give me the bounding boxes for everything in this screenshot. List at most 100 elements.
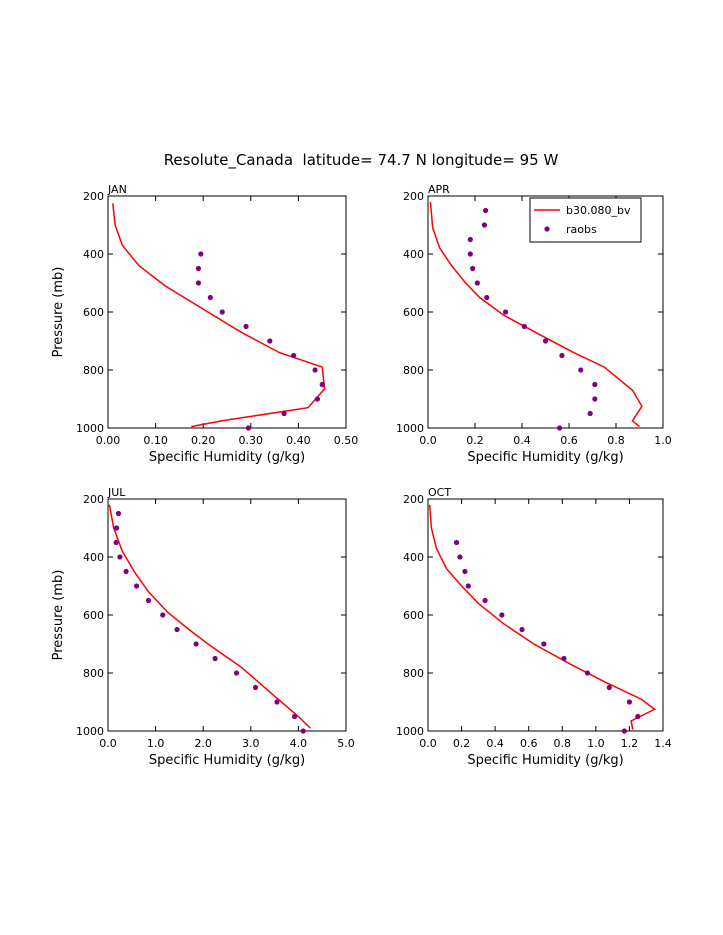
raob-point bbox=[207, 294, 213, 301]
y-tick-label: 600 bbox=[83, 306, 104, 319]
model-profile-line bbox=[112, 203, 326, 428]
raob-point bbox=[193, 641, 199, 647]
x-tick-label: 0.2 bbox=[453, 737, 471, 750]
raob-point bbox=[592, 381, 598, 388]
raob-point bbox=[160, 612, 166, 618]
raob-point bbox=[117, 554, 123, 560]
y-tick-label: 200 bbox=[83, 493, 104, 506]
raob-point bbox=[474, 280, 480, 286]
raob-point bbox=[252, 684, 259, 691]
raob-point bbox=[541, 641, 547, 647]
raob-point bbox=[557, 425, 563, 431]
raob-point bbox=[174, 626, 180, 633]
raob-point bbox=[626, 699, 633, 705]
figure-title: Resolute_Canada latitude= 74.7 N longitu… bbox=[164, 151, 559, 170]
raob-point bbox=[291, 352, 297, 359]
plot-frame bbox=[107, 498, 347, 732]
y-axis-title: Pressure (mb) bbox=[51, 267, 66, 358]
raob-point bbox=[606, 684, 612, 691]
raob-point bbox=[113, 539, 119, 546]
raob-point bbox=[561, 655, 567, 662]
x-tick-label: 0.50 bbox=[334, 434, 359, 447]
raob-point bbox=[542, 338, 549, 344]
raob-point bbox=[502, 309, 509, 315]
raob-point bbox=[453, 539, 460, 546]
x-tick-label: 0.4 bbox=[513, 434, 531, 447]
series-model-line bbox=[108, 504, 311, 729]
raob-point bbox=[559, 352, 565, 359]
raob-point bbox=[592, 396, 598, 402]
series-raobs-markers bbox=[453, 539, 641, 734]
raob-point bbox=[267, 338, 273, 344]
raob-point bbox=[219, 309, 225, 315]
y-tick-label: 400 bbox=[403, 551, 424, 564]
raob-point bbox=[499, 612, 505, 618]
series-raobs-markers bbox=[195, 251, 325, 431]
raob-point bbox=[243, 323, 249, 330]
raob-point bbox=[467, 236, 473, 243]
x-tick-label: 1.0 bbox=[587, 737, 605, 750]
y-tick-label: 400 bbox=[83, 248, 104, 261]
raob-point bbox=[245, 425, 252, 431]
plot-frame bbox=[107, 195, 347, 429]
model-profile-line bbox=[429, 201, 643, 428]
panel-label: OCT bbox=[428, 486, 451, 499]
y-tick-label: 200 bbox=[403, 493, 424, 506]
y-tick-label: 200 bbox=[83, 190, 104, 203]
y-tick-label: 1000 bbox=[76, 725, 104, 738]
legend-box bbox=[529, 197, 642, 243]
raob-point bbox=[115, 510, 122, 517]
x-tick-label: 0.20 bbox=[191, 434, 216, 447]
series-model-line bbox=[428, 504, 657, 730]
y-tick-label: 600 bbox=[403, 609, 424, 622]
panel-label: JUL bbox=[107, 486, 126, 499]
panel-oct: OCT 0.0 0.2 0.4 0.6 0.8 1.0 1.2 1.4 200 400 600 800 1… bbox=[396, 486, 672, 768]
raob-point bbox=[621, 728, 627, 734]
raob-point bbox=[587, 410, 593, 417]
raob-point bbox=[521, 323, 527, 330]
y-tick-label: 1000 bbox=[396, 725, 424, 738]
x-tick-label: 0.0 bbox=[99, 737, 117, 750]
raob-point bbox=[578, 367, 584, 373]
panel-apr: APR 0.0 0.2 0.4 0.6 0.8 1.0 200 400 600 800 1000 Spe… bbox=[396, 183, 672, 465]
raob-point bbox=[457, 554, 463, 560]
raob-point bbox=[212, 655, 218, 662]
legend-label: b30.080_bv bbox=[566, 204, 631, 217]
x-axis-title: Specific Humidity (g/kg) bbox=[149, 450, 305, 465]
raob-point bbox=[113, 525, 120, 531]
raob-point bbox=[291, 713, 298, 720]
raob-point bbox=[465, 583, 471, 589]
raob-point bbox=[281, 410, 287, 417]
raob-point bbox=[319, 381, 325, 388]
series-model-line bbox=[112, 203, 326, 428]
x-axis-title: Specific Humidity (g/kg) bbox=[467, 753, 623, 768]
x-tick-label: 0.40 bbox=[286, 434, 311, 447]
y-tick-label: 400 bbox=[403, 248, 424, 261]
x-tick-label: 0.4 bbox=[486, 737, 504, 750]
x-axis-title: Specific Humidity (g/kg) bbox=[467, 450, 623, 465]
x-tick-label: 0.6 bbox=[520, 737, 538, 750]
y-tick-label: 800 bbox=[403, 364, 424, 377]
x-tick-label: 0.8 bbox=[607, 434, 625, 447]
raob-point bbox=[481, 222, 487, 228]
x-tick-label: 0.30 bbox=[239, 434, 264, 447]
raob-point bbox=[484, 294, 490, 301]
x-tick-label: 0.0 bbox=[419, 737, 437, 750]
y-tick-label: 1000 bbox=[76, 422, 104, 435]
y-tick-label: 600 bbox=[403, 306, 424, 319]
raob-point bbox=[133, 583, 140, 589]
y-tick-label: 1000 bbox=[396, 422, 424, 435]
raob-point bbox=[314, 396, 321, 402]
x-tick-label: 2.0 bbox=[194, 737, 212, 750]
raob-point bbox=[482, 597, 488, 604]
y-axis-title: Pressure (mb) bbox=[51, 570, 66, 661]
raob-point bbox=[198, 251, 204, 257]
x-tick-label: 3.0 bbox=[242, 737, 260, 750]
raob-point bbox=[312, 367, 318, 373]
raob-point bbox=[462, 568, 468, 575]
model-profile-line bbox=[428, 504, 657, 730]
raob-point bbox=[584, 670, 591, 676]
y-tick-label: 600 bbox=[83, 609, 104, 622]
raob-point bbox=[195, 280, 202, 286]
raob-point bbox=[145, 597, 152, 604]
